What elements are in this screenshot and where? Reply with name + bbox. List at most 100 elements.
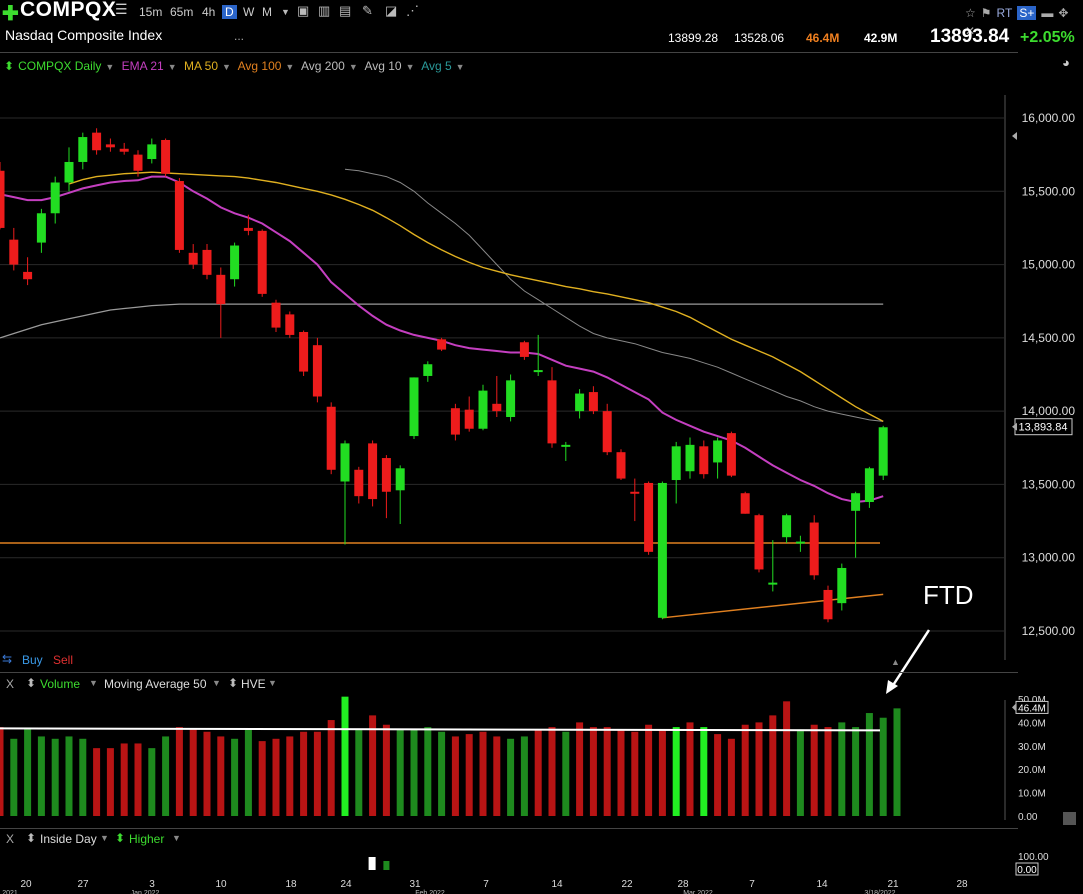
legend-ma50[interactable]: MA 50: [183, 59, 218, 73]
chevron-down-icon[interactable]: ▼: [89, 678, 98, 688]
chevron-down-icon[interactable]: ▼: [281, 7, 290, 17]
close-icon[interactable]: ✕: [965, 24, 976, 38]
chevron-down-icon[interactable]: ▼: [285, 62, 295, 72]
volume-bar: [603, 727, 611, 816]
legend-avg200[interactable]: Avg 200: [301, 59, 345, 73]
volume-bar: [714, 734, 722, 816]
buy-sell-icon[interactable]: ⇆: [2, 652, 13, 666]
chevron-down-icon[interactable]: ▼: [222, 62, 231, 72]
timeframe-65m[interactable]: 65m: [170, 5, 194, 19]
chevron-down-icon[interactable]: ▼: [105, 62, 115, 72]
volume-bar: [796, 729, 804, 816]
layout-icon[interactable]: ▤: [339, 3, 352, 18]
volume-bar: [520, 736, 528, 816]
inside-day-expand-icon[interactable]: ⬍: [26, 831, 37, 845]
save-icon[interactable]: ▬: [1041, 6, 1054, 20]
price-tick-label: 13,500.00: [1022, 477, 1076, 491]
overlay-icon[interactable]: ▥: [318, 3, 331, 18]
higher-label[interactable]: Higher: [129, 832, 165, 846]
draw-pencil-icon[interactable]: ✎: [362, 3, 373, 18]
legend-ema21[interactable]: EMA 21: [121, 59, 164, 73]
chevron-down-icon[interactable]: ▼: [100, 833, 109, 843]
indicator-close-button[interactable]: X: [6, 832, 15, 846]
legend-avg5[interactable]: Avg 5: [421, 59, 452, 73]
volume-bar: [755, 722, 763, 816]
annotation-icon[interactable]: ◪: [385, 3, 398, 18]
candle-body: [823, 589, 833, 620]
collapse-icon[interactable]: ▲: [891, 657, 900, 667]
candle-body: [616, 452, 626, 479]
x-tick-label: 24: [340, 879, 352, 890]
timeframe-15m[interactable]: 15m: [139, 5, 163, 19]
candle-body: [478, 390, 488, 429]
ticker-symbol[interactable]: COMPQX: [20, 0, 117, 21]
volume-expand-icon[interactable]: ⬍: [26, 676, 37, 690]
hve-label[interactable]: HVE: [241, 677, 266, 691]
volume-bar: [134, 743, 142, 816]
flag-icon[interactable]: ⚑: [980, 6, 992, 20]
volume-label[interactable]: Volume: [40, 677, 81, 691]
chevron-down-icon[interactable]: ▼: [268, 678, 277, 688]
buy-label[interactable]: Buy: [22, 653, 43, 667]
volume-bar: [0, 727, 4, 816]
volume-bar: [189, 729, 197, 816]
star-icon[interactable]: ☆: [965, 6, 976, 20]
volume-bar: [769, 715, 777, 816]
chevron-down-icon[interactable]: ▼: [348, 62, 358, 72]
palette-icon[interactable]: ◕: [1062, 55, 1070, 70]
chevron-down-icon[interactable]: ▼: [405, 62, 415, 72]
more-dots[interactable]: ...: [234, 29, 245, 43]
hve-expand-icon[interactable]: ⬍: [228, 676, 239, 690]
candle-body: [492, 403, 502, 412]
s-plus-badge[interactable]: S+: [1017, 6, 1037, 20]
volume-bar: [700, 727, 708, 816]
candle-body: [188, 252, 198, 265]
inside-day-label[interactable]: Inside Day: [40, 832, 97, 846]
chevron-down-icon[interactable]: ▼: [167, 62, 177, 72]
legend-avg10[interactable]: Avg 10: [364, 59, 402, 73]
volume-tick-label: 10.0M: [1018, 789, 1046, 800]
candle-body: [230, 245, 240, 280]
share-icon[interactable]: ⋰: [406, 3, 419, 18]
timeframe-weekly[interactable]: W: [243, 5, 255, 19]
volume-bar: [65, 736, 73, 816]
chevron-down-icon[interactable]: ▼: [172, 833, 181, 843]
volume-close-button[interactable]: X: [6, 677, 15, 691]
volume-bar: [727, 738, 735, 816]
candle-body: [64, 161, 74, 183]
chevron-down-icon[interactable]: ▼: [455, 62, 465, 72]
timeframe-monthly[interactable]: M: [262, 5, 272, 19]
higher-expand-icon[interactable]: ⬍: [115, 831, 126, 845]
candle-body: [161, 139, 171, 174]
candle-body: [202, 249, 212, 275]
list-icon[interactable]: ☰: [115, 1, 128, 17]
candle-body: [133, 154, 143, 171]
candle-body: [547, 380, 557, 444]
legend-avg100[interactable]: Avg 100: [237, 59, 282, 73]
realtime-label: RT: [996, 6, 1013, 20]
price-tick-label: 16,000.00: [1022, 111, 1076, 125]
chevron-down-icon[interactable]: ▼: [212, 678, 221, 688]
volume-bar: [300, 731, 308, 816]
legend-expand-icon[interactable]: ⬍: [4, 59, 15, 73]
chart-type-icon[interactable]: ▣: [297, 3, 310, 18]
scroll-corner-icon: [1063, 812, 1076, 825]
candle-body: [354, 469, 364, 497]
x-tick-label: 18: [285, 879, 297, 890]
candle-body: [243, 227, 253, 231]
volume-bar: [106, 748, 114, 816]
add-symbol-icon[interactable]: ✚: [2, 3, 19, 25]
candle-body: [864, 468, 874, 503]
timeframe-daily[interactable]: D: [222, 5, 237, 19]
volume-ma50-label[interactable]: Moving Average 50: [104, 677, 207, 691]
volume-bar: [424, 727, 432, 816]
volume-tick-label: 0.00: [1018, 812, 1038, 823]
sell-label[interactable]: Sell: [53, 653, 74, 667]
volume-bar: [341, 696, 349, 816]
volume-value: 46.4M: [806, 31, 840, 45]
move-icon[interactable]: ✥: [1058, 6, 1069, 20]
x-tick-sublabel: Feb 2022: [415, 890, 445, 894]
legend-symbol[interactable]: COMPQX Daily: [18, 59, 102, 73]
timeframe-4h[interactable]: 4h: [202, 5, 216, 19]
window-controls: ☆ ⚑ RT S+ ▬ ✥ ✕: [960, 4, 1083, 40]
